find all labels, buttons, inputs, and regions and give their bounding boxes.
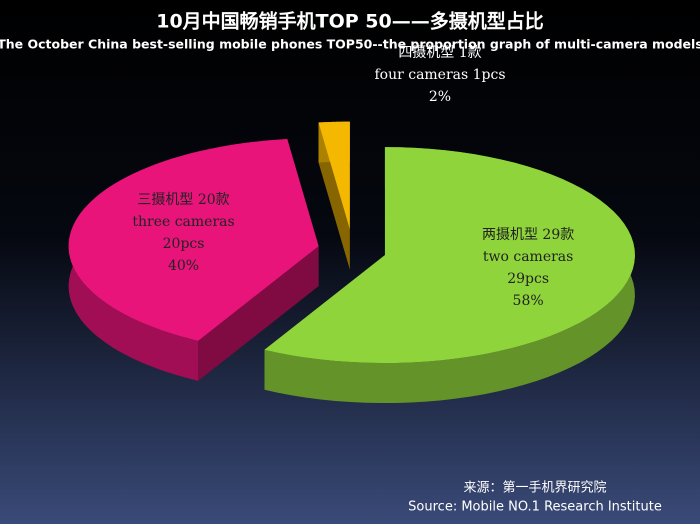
category-label: 四摄机型 1款 — [398, 45, 481, 61]
category-label: 两摄机型 29款 — [482, 227, 574, 243]
category-sublabel: two cameras — [483, 249, 573, 265]
category-sublabel: 29pcs — [507, 271, 549, 287]
value-label: 58% — [513, 293, 544, 309]
source-zh: 来源：第一手机界研究院 — [463, 481, 606, 496]
slice — [318, 121, 350, 230]
category-label: 三摄机型 20款 — [137, 192, 229, 208]
slice — [68, 139, 319, 341]
category-sublabel: 20pcs — [163, 236, 205, 252]
category-sublabel: three cameras — [132, 214, 234, 230]
slice-side — [198, 246, 319, 381]
value-label: 2% — [429, 89, 451, 105]
value-label: 40% — [168, 258, 199, 274]
source-en: Source: Mobile NO.1 Research Institute — [408, 500, 662, 515]
chart-title: 10月中国畅销手机TOP 50——多摄机型占比 — [156, 10, 544, 33]
chart-subtitle: The October China best-selling mobile ph… — [0, 37, 700, 52]
slice — [264, 147, 635, 364]
category-sublabel: four cameras 1pcs — [374, 67, 505, 83]
